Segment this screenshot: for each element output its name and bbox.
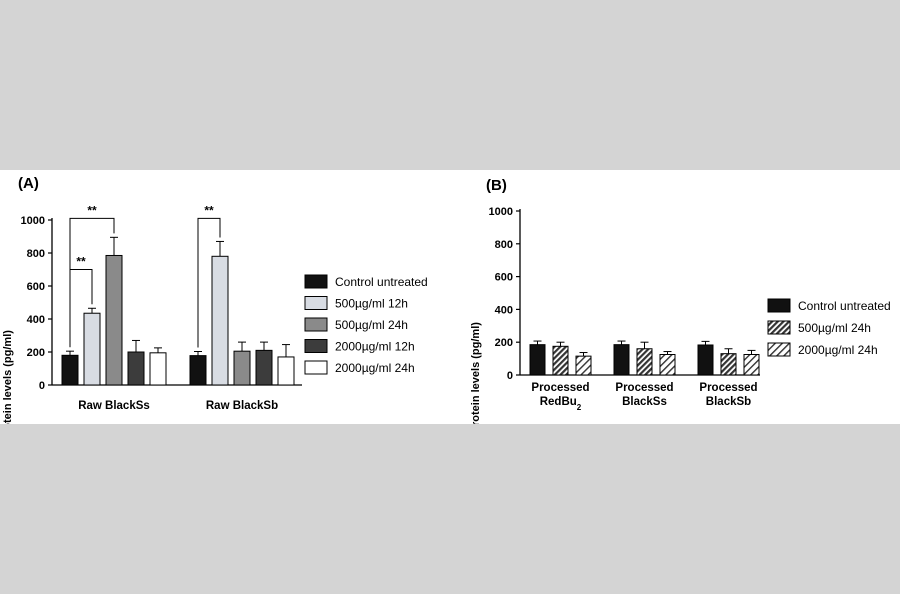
figure-panel: (A) APC protein levels (pg/ml) 0 200 400 60… xyxy=(0,170,900,424)
panel-b-plot: 0 200 400 600 800 1000 Processed RedBu2 Processe… xyxy=(489,206,891,412)
panel-a-bar xyxy=(255,349,273,386)
panel-a-y-tick-label: 600 xyxy=(27,281,45,293)
panel-b-legend-label: 2000µg/ml 24h xyxy=(798,343,878,357)
panel-a-bar xyxy=(127,351,145,386)
panel-b-y-tick-label: 400 xyxy=(495,304,513,316)
panel-a-significance-label: ** xyxy=(87,203,97,217)
panel-b-bar xyxy=(575,355,592,376)
panel-a-plot: 0 200 400 600 800 1000 Raw BlackSs Raw BlackSb *… xyxy=(21,203,428,412)
panel-a-y-tick-label: 400 xyxy=(27,314,45,326)
panel-a-significance-bracket xyxy=(197,217,221,348)
panel-a-significance-label: ** xyxy=(76,255,86,269)
panel-a-legend-swatch xyxy=(304,360,328,375)
panel-b-bar xyxy=(743,354,760,376)
panel-a-y-tick-label: 0 xyxy=(39,380,45,392)
panel-b-bar xyxy=(659,354,676,376)
panel-a-legend-swatch xyxy=(304,274,328,289)
panel-a-legend-label: 500µg/ml 12h xyxy=(335,297,408,311)
panel-a-category-label: Raw BlackSb xyxy=(206,400,278,412)
panel-a-legend-swatch xyxy=(304,296,328,310)
panel-b-bar xyxy=(636,348,653,376)
panel-b-legend-swatch xyxy=(767,320,791,335)
panel-b-y-tick-label: 200 xyxy=(495,337,513,349)
panel-b-category-label: Processed xyxy=(699,382,757,394)
panel-a-legend-label: Control untreated xyxy=(335,275,428,289)
panel-a-y-tick-label: 800 xyxy=(27,248,45,260)
panel-b-category-label: RedBu2 xyxy=(540,396,582,412)
panel-a-y-tick-label: 200 xyxy=(27,347,45,359)
panel-a-bar xyxy=(149,352,167,386)
panel-a-bar xyxy=(277,356,295,386)
panel-b-category-label: BlackSs xyxy=(622,396,667,408)
panel-a-significance-label: ** xyxy=(204,203,214,217)
panel-b-bar xyxy=(697,344,714,376)
panel-b-legend-swatch xyxy=(767,298,791,313)
panel-a-y-axis-title: APC protein levels (pg/ml) xyxy=(2,330,14,424)
panel-b-y-tick-label: 1000 xyxy=(489,206,513,218)
panel-b: (B) APC protein levels (pg/ml) 0 200 400 60… xyxy=(470,177,891,424)
panel-a-significance-bracket xyxy=(69,217,115,348)
figure-canvas: (A) APC protein levels (pg/ml) 0 200 400 60… xyxy=(2,175,891,424)
panel-a-legend-label: 2000µg/ml 24h xyxy=(335,361,415,375)
panel-a-legend-label: 500µg/ml 24h xyxy=(335,318,408,332)
panel-a: (A) APC protein levels (pg/ml) 0 200 400 60… xyxy=(2,175,428,424)
panel-b-legend-swatch xyxy=(767,342,791,357)
panel-a-category-label: Raw BlackSs xyxy=(78,400,150,412)
panel-b-category-label: Processed xyxy=(615,382,673,394)
panel-a-bar xyxy=(211,255,229,386)
panel-b-bar xyxy=(529,344,546,376)
panel-a-bar xyxy=(233,350,251,386)
panel-a-legend-swatch xyxy=(304,317,328,332)
panel-b-bar xyxy=(720,353,737,376)
panel-b-legend-label: 500µg/ml 24h xyxy=(798,321,871,335)
panel-a-bar xyxy=(61,354,79,386)
panel-b-category-label: BlackSb xyxy=(706,396,751,408)
panel-b-y-tick-label: 0 xyxy=(507,370,513,382)
panel-b-y-tick-label: 600 xyxy=(495,272,513,284)
panel-b-bar xyxy=(552,345,569,376)
panel-a-bar xyxy=(105,254,123,386)
panel-a-bar xyxy=(83,312,101,386)
panel-a-bar xyxy=(189,355,207,386)
panel-a-legend-label: 2000µg/ml 12h xyxy=(335,340,415,354)
panel-b-category-subscript: 2 xyxy=(577,403,582,412)
panel-b-y-tick-label: 800 xyxy=(495,239,513,251)
panel-b-label: (B) xyxy=(486,177,507,194)
panel-b-bar xyxy=(613,344,630,376)
panel-a-y-tick-label: 1000 xyxy=(21,215,45,227)
panel-b-y-axis-title: APC protein levels (pg/ml) xyxy=(470,322,482,424)
panel-b-legend-label: Control untreated xyxy=(798,299,891,313)
panel-a-label: (A) xyxy=(18,175,39,192)
panel-a-legend-swatch xyxy=(304,339,328,353)
panel-b-category-label: Processed xyxy=(531,382,589,394)
